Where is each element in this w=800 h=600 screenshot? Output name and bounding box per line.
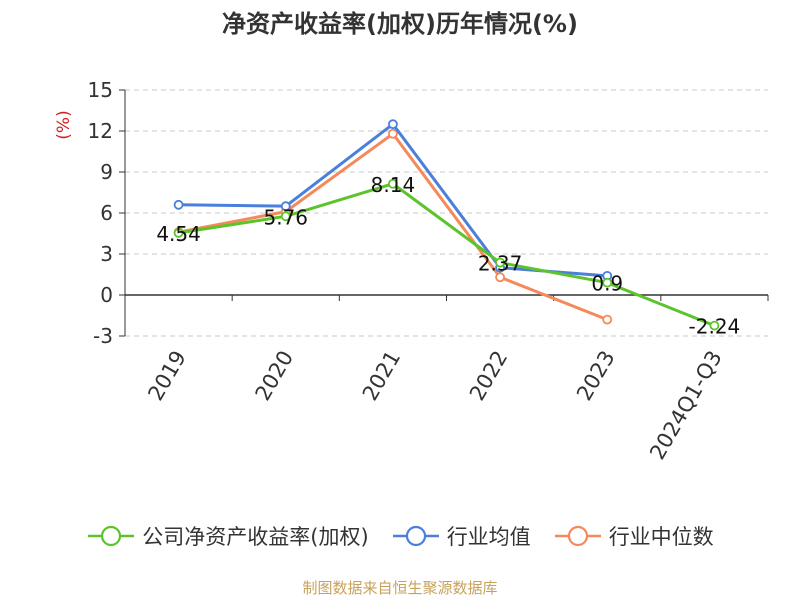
x-tick-label: 2022 bbox=[465, 347, 513, 405]
legend-item[interactable]: 行业均值 bbox=[391, 521, 531, 551]
data-point bbox=[280, 201, 291, 212]
data-point bbox=[173, 228, 184, 238]
data-point bbox=[388, 178, 398, 189]
data-point bbox=[602, 314, 613, 325]
x-tick-label: 2020 bbox=[251, 347, 299, 405]
legend: 公司净资产收益率(加权) 行业均值 行业中位数 bbox=[0, 518, 800, 554]
data-point bbox=[173, 199, 184, 210]
x-tick-label: 2019 bbox=[143, 347, 191, 405]
series-line bbox=[178, 132, 608, 321]
y-tick-label: 0 bbox=[100, 283, 113, 307]
series-line bbox=[178, 182, 715, 328]
y-tick-label: 3 bbox=[100, 242, 113, 266]
data-label: 0.9 bbox=[591, 272, 623, 296]
y-tick-label: -3 bbox=[93, 324, 113, 348]
y-tick-label: 6 bbox=[100, 201, 113, 225]
data-label: 8.14 bbox=[371, 173, 416, 197]
data-label: -2.24 bbox=[689, 315, 741, 339]
axes: -3 0 3 6 9 12 15 (%) 2019 2020 2021 2022 2023 2024Q1-… bbox=[54, 78, 769, 464]
x-tick-label: 2023 bbox=[572, 347, 620, 405]
legend-label: 公司净资产收益率(加权) bbox=[142, 525, 369, 549]
y-tick-label: 12 bbox=[88, 119, 113, 143]
y-tick-label: 15 bbox=[88, 78, 113, 102]
x-tick-label: 2021 bbox=[358, 347, 406, 405]
data-point bbox=[388, 128, 398, 139]
legend-swatch bbox=[392, 525, 439, 547]
x-tick-label: 2024Q1-Q3 bbox=[645, 347, 727, 464]
grid-lines bbox=[125, 89, 768, 337]
data-point bbox=[709, 320, 720, 331]
legend-marker bbox=[567, 525, 588, 547]
data-point bbox=[280, 211, 291, 222]
legend-label: 行业中位数 bbox=[608, 525, 714, 549]
data-point bbox=[495, 257, 505, 268]
data-point bbox=[388, 119, 398, 130]
legend-item[interactable]: 公司净资产收益率(加权) bbox=[86, 521, 369, 551]
data-labels: 4.54 5.76 8.14 2.37 0.9 -2.24 bbox=[156, 173, 740, 339]
legend-swatch bbox=[554, 525, 601, 547]
chart-title: 净资产收益率(加权)历年情况(%) bbox=[222, 10, 578, 38]
data-label: 4.54 bbox=[156, 222, 201, 246]
legend-item[interactable]: 行业中位数 bbox=[553, 521, 714, 551]
series-lines bbox=[173, 119, 720, 331]
source-note: 制图数据来自恒生聚源数据库 bbox=[302, 579, 498, 597]
y-axis-label: (%) bbox=[54, 110, 74, 139]
legend-swatch bbox=[88, 525, 135, 547]
data-label: 2.37 bbox=[478, 252, 523, 276]
data-point bbox=[602, 277, 613, 288]
legend-marker bbox=[405, 525, 426, 547]
y-tick-label: 9 bbox=[100, 160, 113, 184]
data-label: 5.76 bbox=[263, 205, 308, 229]
data-point bbox=[495, 272, 505, 283]
series-line bbox=[178, 122, 608, 278]
legend-marker bbox=[101, 525, 122, 547]
legend-label: 行业均值 bbox=[446, 525, 531, 549]
